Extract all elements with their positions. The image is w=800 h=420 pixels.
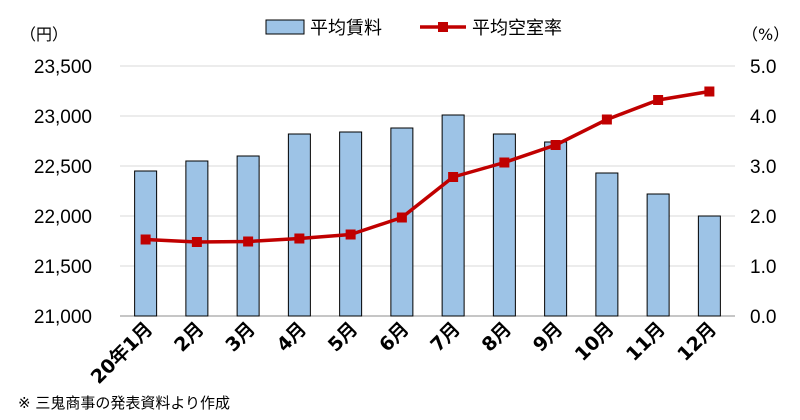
line-series: [140, 86, 715, 247]
right-axis-unit: （%）: [742, 25, 789, 44]
vacancy-point-8: [499, 157, 510, 168]
right-tick-label: 0.0: [750, 307, 776, 328]
x-tick-label: 4月: [273, 318, 311, 356]
left-axis-unit: （円）: [20, 25, 68, 44]
x-axis-labels: 20年1月 2月 3月 4月 5月 6月 7月 8月 9月 10月 11月 12月: [86, 317, 721, 388]
right-tick-label: 3.0: [750, 157, 776, 178]
left-tick-label: 22,500: [34, 157, 92, 178]
bar-10: [595, 172, 619, 317]
footnote: ※ 三鬼商事の発表資料より作成: [18, 394, 231, 412]
vacancy-point-6: [396, 212, 407, 223]
bar-3: [236, 155, 260, 317]
vacancy-point-2: [191, 237, 202, 247]
vacancy-point-12: [704, 86, 715, 97]
legend: 平均賃料 平均空室率: [265, 18, 562, 39]
bar-11: [646, 193, 670, 317]
left-tick-label: 21,500: [34, 257, 92, 278]
right-tick-label: 1.0: [750, 257, 776, 278]
x-tick-label: 8月: [478, 318, 516, 356]
vacancy-point-9: [550, 140, 561, 150]
right-tick-label: 2.0: [750, 207, 776, 228]
right-tick-label: 5.0: [750, 57, 776, 78]
legend-line-label: 平均空室率: [472, 18, 562, 39]
legend-line-marker: [438, 22, 448, 32]
bar-12: [697, 215, 721, 317]
left-tick-label: 21,000: [34, 307, 92, 328]
bar-7: [441, 114, 465, 317]
x-tick-label: 6月: [375, 318, 413, 356]
bar-8: [492, 133, 516, 317]
bar-9: [544, 141, 568, 317]
left-tick-label: 23,000: [34, 107, 92, 128]
bar-4: [287, 133, 311, 317]
legend-bar-swatch: [265, 19, 305, 35]
vacancy-line: [145, 89, 710, 244]
vacancy-point-10: [601, 114, 612, 125]
x-tick-label: 10月: [571, 318, 619, 366]
left-tick-label: 23,500: [34, 57, 92, 78]
right-axis-ticks: 0.0 1.0 2.0 3.0 4.0 5.0: [750, 57, 776, 328]
x-tick-label: 20年1月: [86, 317, 157, 388]
vacancy-point-5: [345, 229, 356, 240]
vacancy-point-3: [243, 236, 254, 247]
x-tick-label: 11月: [622, 318, 670, 366]
x-tick-label: 3月: [221, 318, 259, 356]
x-tick-label: 12月: [673, 318, 721, 366]
x-tick-label: 5月: [324, 318, 362, 356]
x-tick-label: 9月: [529, 318, 567, 356]
axis-units: （円） （%）: [20, 25, 789, 44]
left-tick-label: 22,000: [34, 207, 92, 228]
x-tick-label: 2月: [170, 318, 208, 356]
right-tick-label: 4.0: [750, 107, 776, 128]
vacancy-point-1: [140, 234, 151, 245]
left-axis-ticks: 21,000 21,500 22,000 22,500 23,000 23,500: [34, 57, 92, 328]
vacancy-point-11: [653, 95, 664, 105]
gridlines: [120, 65, 735, 317]
vacancy-point-4: [294, 233, 305, 244]
bar-5: [339, 131, 363, 317]
x-tick-label: 7月: [426, 318, 464, 356]
legend-bar-label: 平均賃料: [310, 18, 382, 39]
vacancy-point-7: [448, 172, 459, 182]
